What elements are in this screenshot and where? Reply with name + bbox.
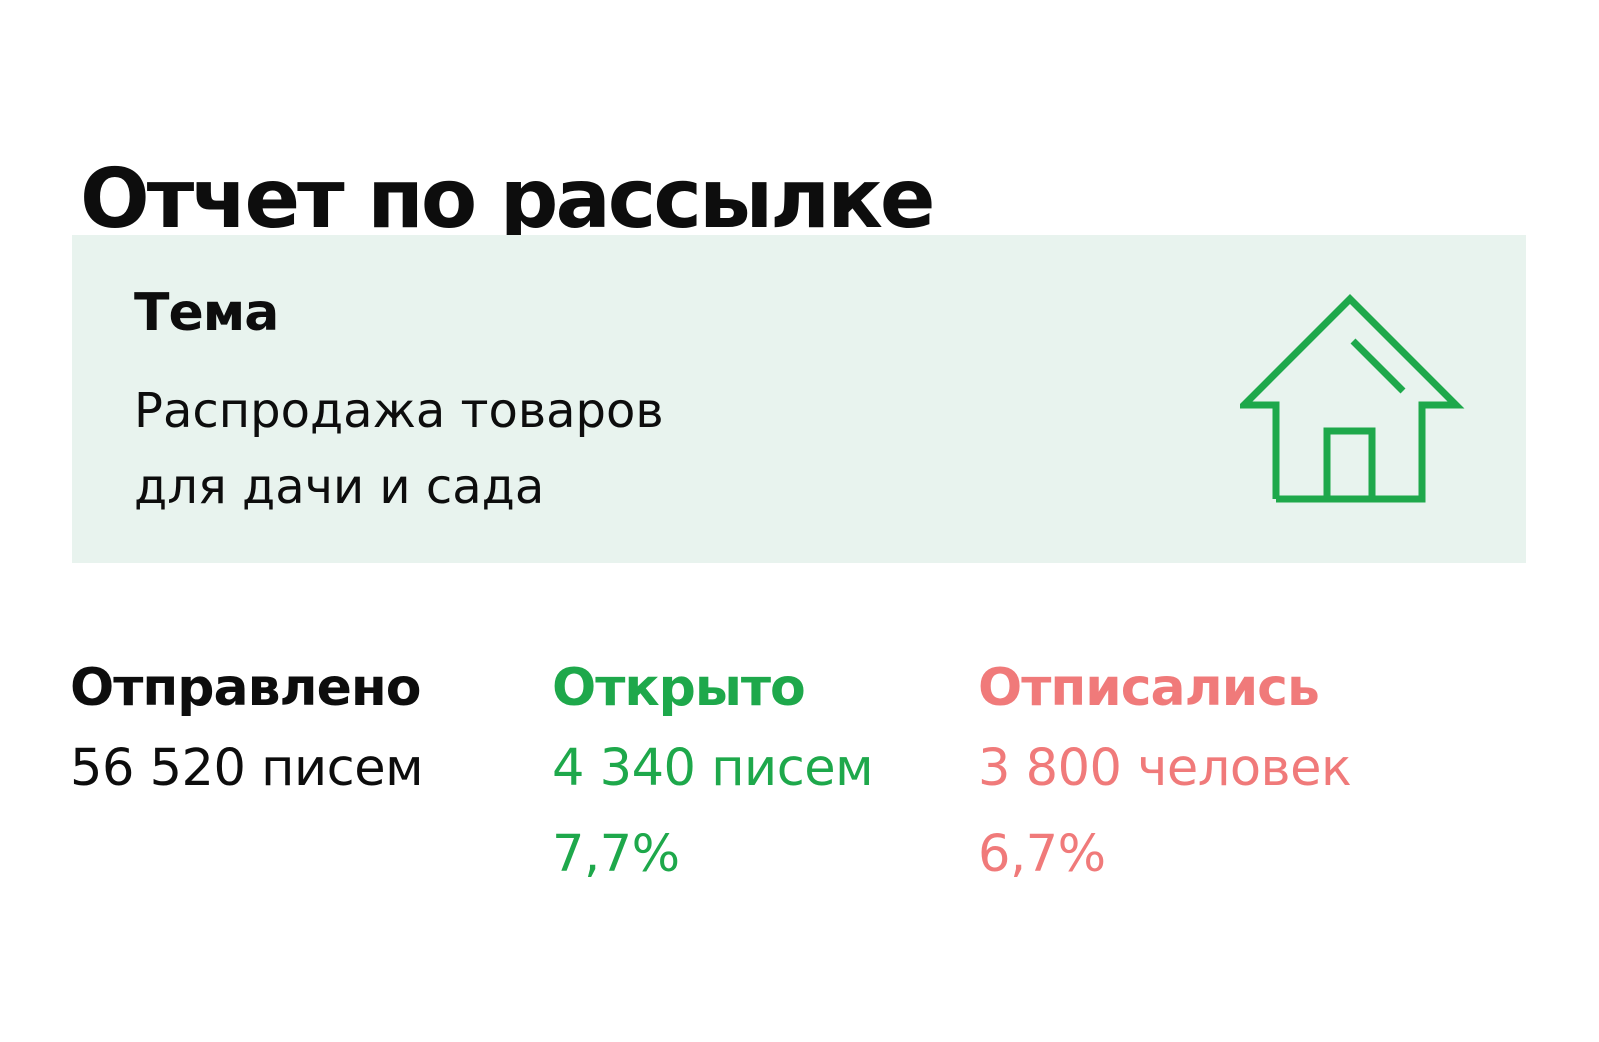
topic-card: Тема Распродажа товаров для дачи и сада <box>72 235 1526 563</box>
stat-unsubscribed-value: 3 800 человек <box>978 739 1352 798</box>
stat-sent-label: Отправлено <box>70 658 422 718</box>
stat-unsubscribed-label: Отписались <box>978 658 1320 718</box>
stat-sent: Отправлено 56 520 писем <box>70 658 424 812</box>
house-icon <box>1240 294 1465 503</box>
stat-opened-percent: 7,7% <box>552 825 680 884</box>
stat-sent-value: 56 520 писем <box>70 739 424 798</box>
stat-opened: Открыто 4 340 писем 7,7% <box>552 658 874 898</box>
page-title: Отчет по рассылке <box>80 151 935 247</box>
stat-opened-value: 4 340 писем <box>552 739 874 798</box>
topic-label: Тема <box>134 283 279 343</box>
topic-text: Распродажа товаров для дачи и сада <box>134 373 894 525</box>
topic-text-line-2: для дачи и сада <box>134 459 545 515</box>
topic-text-line-1: Распродажа товаров <box>134 383 664 439</box>
stat-unsubscribed: Отписались 3 800 человек 6,7% <box>978 658 1352 898</box>
stat-opened-label: Открыто <box>552 658 806 718</box>
stat-unsubscribed-percent: 6,7% <box>978 825 1106 884</box>
